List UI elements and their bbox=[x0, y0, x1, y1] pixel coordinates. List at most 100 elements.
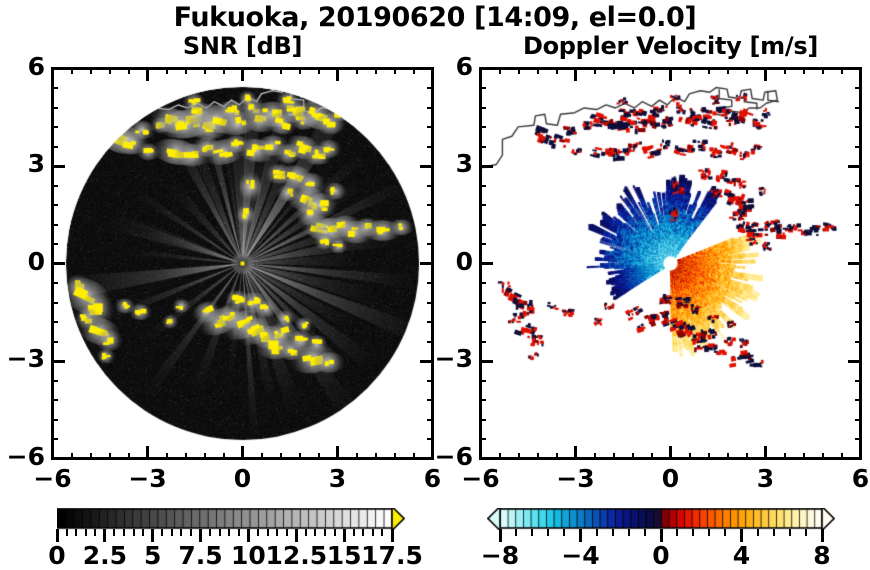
colorbar-minor-tick bbox=[595, 529, 598, 536]
tick-bottom bbox=[555, 453, 558, 460]
tick-top bbox=[184, 67, 187, 74]
x-tick-label: 6 bbox=[423, 464, 442, 493]
snr-colorbar[interactable] bbox=[57, 508, 405, 530]
tick-right bbox=[427, 145, 434, 148]
tick-top bbox=[688, 67, 691, 74]
tick-left bbox=[479, 164, 493, 168]
tick-right bbox=[420, 67, 434, 70]
tick-left bbox=[51, 301, 58, 304]
tick-left bbox=[51, 126, 58, 128]
tick-right bbox=[420, 457, 434, 460]
tick-right bbox=[427, 184, 434, 187]
colorbar-minor-tick bbox=[75, 529, 78, 536]
tick-right bbox=[848, 67, 862, 70]
y-tick-label: 3 bbox=[27, 149, 45, 178]
colorbar-major-tick bbox=[103, 529, 107, 542]
tick-bottom bbox=[336, 446, 339, 460]
tick-top bbox=[555, 67, 558, 74]
tick-right bbox=[420, 262, 434, 265]
tick-left bbox=[479, 438, 486, 440]
tick-right bbox=[855, 379, 862, 382]
tick-top bbox=[70, 67, 73, 74]
tick-bottom bbox=[51, 446, 54, 460]
tick-top bbox=[431, 67, 434, 81]
colorbar-minor-tick bbox=[123, 529, 125, 536]
y-tick-label: 0 bbox=[27, 246, 45, 276]
tick-top bbox=[241, 67, 244, 81]
colorbar-major-tick bbox=[820, 529, 824, 542]
colorbar-minor-tick bbox=[218, 529, 221, 536]
tick-right bbox=[427, 243, 434, 245]
tick-top bbox=[89, 67, 92, 74]
colorbar-minor-tick bbox=[804, 529, 807, 536]
colorbar-minor-tick bbox=[190, 529, 192, 536]
tick-right bbox=[855, 145, 862, 148]
y-tick-label: −3 bbox=[6, 344, 45, 373]
tick-left bbox=[479, 204, 486, 206]
tick-left bbox=[479, 340, 486, 343]
doppler-colorbar-gradient bbox=[487, 508, 835, 530]
x-tick-label: −3 bbox=[556, 464, 595, 493]
colorbar-major-tick bbox=[740, 529, 743, 542]
tick-left bbox=[51, 243, 58, 245]
tick-top bbox=[650, 67, 653, 74]
tick-top bbox=[108, 67, 111, 74]
tick-right bbox=[855, 106, 862, 109]
tick-right bbox=[855, 243, 862, 245]
snr-plot-area[interactable] bbox=[51, 67, 434, 460]
colorbar-tick-label: 2.5 bbox=[82, 541, 127, 570]
colorbar-tick-label: 17.5 bbox=[361, 541, 423, 570]
colorbar-minor-tick bbox=[515, 529, 518, 536]
colorbar-tick-label: 15 bbox=[326, 541, 362, 570]
tick-bottom bbox=[222, 453, 225, 460]
tick-left bbox=[51, 67, 65, 70]
tick-bottom bbox=[70, 453, 73, 460]
tick-top bbox=[203, 67, 206, 74]
tick-left bbox=[479, 184, 486, 187]
tick-right bbox=[855, 301, 862, 304]
tick-left bbox=[51, 204, 58, 206]
tick-right bbox=[427, 223, 434, 226]
colorbar-minor-tick bbox=[257, 529, 259, 536]
colorbar-minor-tick bbox=[708, 529, 711, 536]
tick-top bbox=[479, 67, 482, 81]
tick-right bbox=[427, 399, 434, 401]
tick-left bbox=[51, 399, 58, 401]
tick-top bbox=[802, 67, 805, 74]
tick-right bbox=[855, 223, 862, 226]
tick-bottom bbox=[498, 453, 501, 460]
snr-panel-title: SNR [dB] bbox=[182, 32, 303, 60]
tick-top bbox=[745, 67, 748, 74]
colorbar-major-tick bbox=[55, 529, 59, 542]
tick-left bbox=[479, 262, 493, 265]
tick-right bbox=[855, 340, 862, 343]
tick-top bbox=[393, 67, 396, 74]
tick-right bbox=[427, 126, 434, 128]
colorbar-minor-tick bbox=[180, 529, 183, 536]
tick-left bbox=[51, 438, 58, 440]
colorbar-tick-label: 0 bbox=[652, 541, 670, 570]
tick-right bbox=[427, 301, 434, 304]
tick-bottom bbox=[650, 453, 653, 460]
tick-bottom bbox=[317, 453, 320, 460]
colorbar-major-tick bbox=[579, 529, 582, 542]
x-tick-label: −6 bbox=[33, 464, 72, 493]
doppler-colorbar[interactable] bbox=[487, 508, 835, 530]
tick-right bbox=[427, 418, 434, 421]
tick-left bbox=[479, 87, 486, 89]
tick-right bbox=[855, 282, 862, 284]
x-tick-label: −3 bbox=[128, 464, 167, 493]
tick-left bbox=[51, 184, 58, 187]
tick-left bbox=[51, 262, 65, 265]
colorbar-minor-tick bbox=[724, 529, 727, 536]
tick-top bbox=[536, 67, 539, 74]
tick-top bbox=[51, 67, 54, 81]
tick-left bbox=[479, 145, 486, 148]
colorbar-tick-label: −4 bbox=[561, 541, 600, 570]
tick-top bbox=[279, 67, 282, 74]
doppler-plot-area[interactable] bbox=[479, 67, 862, 460]
tick-bottom bbox=[726, 453, 729, 460]
colorbar-major-tick bbox=[199, 529, 203, 542]
colorbar-minor-tick bbox=[237, 529, 240, 536]
x-tick-label: −6 bbox=[461, 464, 500, 493]
